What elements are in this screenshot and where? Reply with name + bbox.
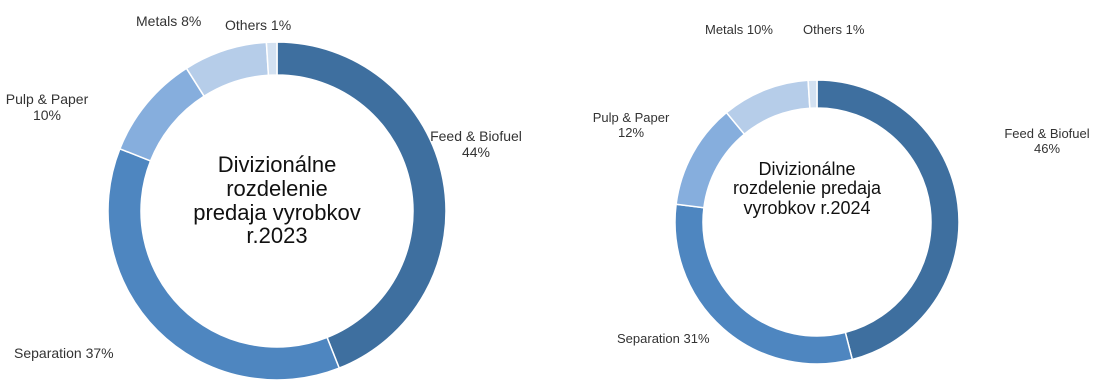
donut-2024-label-others: Others 1%	[803, 22, 865, 37]
center-title-line: rozdelenie	[226, 175, 328, 201]
donut-2024-slice-metals	[725, 79, 811, 136]
donut-2023-slice-pulp-and-paper	[118, 67, 206, 162]
donut-2023-label-feed-and-biofuel: Feed & Biofuel 44%	[430, 128, 522, 160]
center-title-line: r.2023	[246, 223, 308, 249]
donut-2024-label-separation: Separation 31%	[617, 331, 710, 346]
donut-2024-slice-others	[807, 79, 818, 110]
center-title-line: predaja vyrobkov	[193, 199, 361, 225]
center-title-line: rozdelenie predaja	[732, 178, 882, 199]
donut-2024-label-metals: Metals 10%	[705, 22, 773, 37]
center-title-line: Divizionálne	[217, 152, 337, 177]
donut-2024-label-pulp-and-paper: Pulp & Paper 12%	[593, 110, 670, 140]
donut-2023-slice-metals	[185, 41, 270, 98]
donut-2023-slice-feed-and-biofuel	[276, 41, 447, 370]
donut-2023-label-separation: Separation 37%	[14, 345, 114, 361]
center-title-line: Divizionálne	[758, 159, 856, 179]
donut-2023-slice-others	[265, 41, 278, 77]
donut-2023-label-metals: Metals 8%	[136, 13, 201, 29]
donut-2023-label-pulp-and-paper: Pulp & Paper 10%	[6, 91, 89, 123]
donut-2023-label-others: Others 1%	[225, 17, 291, 33]
donut-2023-center-title: Divizionálne rozdelenie predaja vyrobkov…	[177, 153, 377, 248]
donut-2024-center-title: Divizionálne rozdelenie predaja vyrobkov…	[717, 159, 897, 218]
donut-2024-slice-feed-and-biofuel	[816, 79, 960, 361]
donut-2024-label-feed-and-biofuel: Feed & Biofuel 46%	[1004, 126, 1089, 156]
center-title-line: vyrobkov r.2024	[743, 197, 871, 218]
